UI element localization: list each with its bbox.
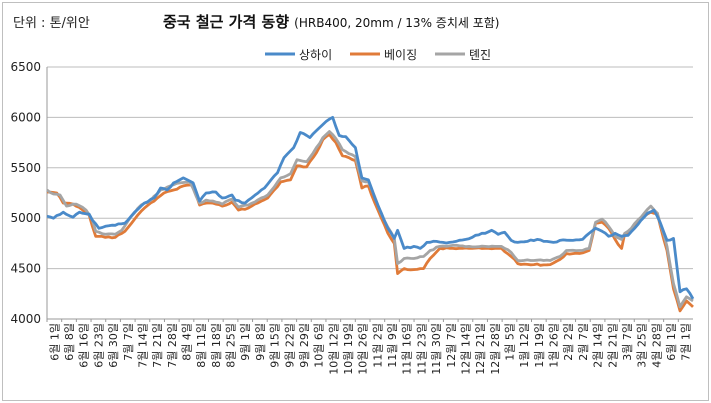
x-tick-label: 8월 25일 [224,323,238,368]
x-tick-label: 11월 2일 [370,323,384,368]
series-lines [46,116,695,313]
x-tick-label: 7월 28일 [165,323,179,368]
x-tick-label: 9월 1일 [238,323,252,361]
x-tick-label: 12월 14일 [458,323,472,375]
y-tick-label: 6000 [10,110,41,124]
x-tick-label: 7월 21일 [150,323,164,368]
x-tick-label: 8월 18일 [209,323,223,368]
x-tick-label: 2월 14일 [591,323,605,368]
series-line-1 [46,133,694,313]
legend-label: 베이징 [384,48,417,62]
series-line-0 [46,116,695,300]
x-tick-label: 1월 19일 [532,323,546,368]
series-line-2 [46,130,694,309]
legend-label: 톈진 [469,48,491,62]
x-tick-label: 12월 28일 [488,323,502,375]
x-tick-label: 11월 9일 [385,323,399,368]
x-tick-label: 2월 21일 [605,323,619,368]
y-tick-label: 5000 [10,211,41,225]
unit-label: 단위 : 톤/위안 [13,16,90,31]
x-tick-label: 7월 14일 [135,323,149,368]
y-axis: 4000 4500 5000 5500 6000 6500 [10,60,48,326]
x-tick-label: 2월 2일 [561,323,575,361]
chart-title-main: 중국 철근 가격 동향 [163,13,289,31]
y-tick-label: 4500 [10,262,41,276]
x-tick-label: 11월 16일 [400,323,414,375]
x-tick-label: 8월 11일 [194,323,208,368]
x-tick-label: 6월 23일 [91,323,105,368]
x-tick-label: 4월 28일 [649,323,663,368]
x-tick-label: 12월 21일 [473,323,487,375]
x-tick-label: 9월 15일 [268,323,282,368]
x-tick-label: 6월 30일 [106,323,120,368]
x-tick-label: 1월 26일 [547,323,561,368]
y-tick-label: 6500 [10,60,41,74]
y-tick-label: 4000 [10,312,41,326]
x-tick-label: 2월 7일 [576,323,590,361]
x-tick-label: 6월 1일 [664,323,678,361]
chart-canvas: 단위 : 톤/위안 중국 철근 가격 동향 (HRB400, 20mm / 13… [10,12,695,375]
x-tick-label: 6월 1일 [47,323,61,361]
x-tick-label: 1월 5일 [502,323,516,361]
x-axis: 6월 1일 6월 8일 6월 16일 6월 23일 6월 30일 7월 7일 7월 14일 7… [46,318,693,375]
x-tick-label: 6월 8일 [62,323,76,361]
x-tick-label: 6월 16일 [77,323,91,368]
x-tick-label: 10월 19일 [341,323,355,375]
x-tick-label: 11월 23일 [414,323,428,375]
legend-label: 상하이 [299,48,332,62]
x-tick-label: 7월 1일 [679,323,693,361]
chart-subtitle: (HRB400, 20mm / 13% 증치세 포함) [294,16,499,30]
x-tick-label: 10월 6일 [312,323,326,368]
x-tick-label: 7월 7일 [121,323,135,361]
x-tick-label: 1월 12일 [517,323,531,368]
x-tick-label: 11월 30일 [429,323,443,375]
chart-title: 중국 철근 가격 동향 (HRB400, 20mm / 13% 증치세 포함) [163,12,499,31]
x-tick-label: 8월 4일 [179,323,193,361]
x-tick-label: 10월 26일 [356,323,370,375]
x-tick-label: 10월 12일 [326,323,340,375]
x-tick-label: 9월 8일 [253,323,267,361]
y-tick-label: 5500 [10,161,41,175]
x-tick-label: 3월 25일 [635,323,649,368]
x-tick-label: 3월 7일 [620,323,634,361]
x-tick-label: 9월 29일 [297,323,311,368]
chart-legend: 상하이 베이징 톈진 [265,48,491,62]
x-tick-label: 12월 7일 [444,323,458,368]
x-tick-label: 9월 22일 [282,323,296,368]
